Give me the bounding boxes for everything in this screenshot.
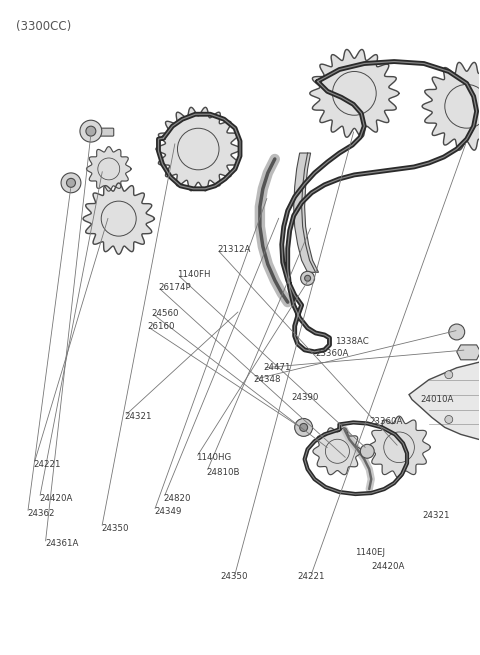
Circle shape bbox=[391, 440, 407, 455]
Circle shape bbox=[101, 201, 136, 236]
Text: 26160: 26160 bbox=[147, 322, 174, 331]
Text: 24810B: 24810B bbox=[206, 468, 240, 477]
Circle shape bbox=[384, 432, 414, 462]
Text: 24350: 24350 bbox=[220, 572, 248, 582]
Polygon shape bbox=[313, 428, 362, 475]
Text: (3300CC): (3300CC) bbox=[16, 20, 71, 33]
Circle shape bbox=[295, 419, 312, 436]
Circle shape bbox=[188, 139, 208, 159]
Circle shape bbox=[300, 423, 308, 432]
Text: 1140HG: 1140HG bbox=[196, 453, 231, 462]
Circle shape bbox=[445, 415, 453, 423]
Polygon shape bbox=[310, 50, 399, 138]
Circle shape bbox=[103, 163, 115, 175]
Text: 24350: 24350 bbox=[102, 523, 129, 533]
Text: 1140EJ: 1140EJ bbox=[355, 548, 384, 557]
Polygon shape bbox=[86, 147, 131, 191]
Circle shape bbox=[86, 126, 96, 136]
Circle shape bbox=[178, 128, 219, 170]
Polygon shape bbox=[294, 153, 319, 272]
Circle shape bbox=[305, 275, 311, 281]
Text: 24420A: 24420A bbox=[39, 494, 73, 502]
Circle shape bbox=[61, 173, 81, 193]
Circle shape bbox=[445, 371, 453, 379]
Text: 24361A: 24361A bbox=[45, 539, 79, 548]
Polygon shape bbox=[422, 62, 480, 150]
Circle shape bbox=[67, 178, 75, 187]
Text: 24471: 24471 bbox=[263, 364, 290, 373]
Text: 24390: 24390 bbox=[291, 394, 319, 402]
Text: 24348: 24348 bbox=[253, 375, 281, 384]
Text: 24321: 24321 bbox=[422, 510, 450, 519]
Circle shape bbox=[449, 324, 465, 340]
Text: 1140FH: 1140FH bbox=[177, 270, 211, 278]
Circle shape bbox=[300, 271, 314, 285]
Text: 24820: 24820 bbox=[164, 494, 191, 502]
Text: 24321: 24321 bbox=[124, 411, 152, 421]
Circle shape bbox=[456, 96, 478, 117]
Circle shape bbox=[343, 83, 365, 104]
Text: 24010A: 24010A bbox=[420, 394, 454, 403]
Text: 24560: 24560 bbox=[152, 309, 179, 318]
Polygon shape bbox=[83, 183, 155, 254]
Circle shape bbox=[110, 210, 128, 227]
Circle shape bbox=[360, 444, 374, 458]
Circle shape bbox=[445, 84, 480, 128]
Text: 23360A: 23360A bbox=[370, 417, 403, 426]
Circle shape bbox=[80, 121, 102, 142]
Text: 24420A: 24420A bbox=[371, 562, 405, 571]
Polygon shape bbox=[368, 416, 430, 479]
Polygon shape bbox=[156, 107, 240, 191]
Circle shape bbox=[333, 71, 376, 115]
FancyBboxPatch shape bbox=[90, 128, 114, 136]
Polygon shape bbox=[409, 353, 480, 441]
Circle shape bbox=[98, 158, 120, 180]
Text: 24221: 24221 bbox=[34, 460, 61, 469]
Text: 1338AC: 1338AC bbox=[336, 337, 369, 346]
Text: 26174P: 26174P bbox=[158, 282, 191, 291]
Text: 24362: 24362 bbox=[28, 508, 55, 517]
Text: 23360A: 23360A bbox=[315, 349, 349, 358]
Circle shape bbox=[325, 440, 349, 463]
Circle shape bbox=[330, 444, 344, 458]
Text: 24349: 24349 bbox=[154, 506, 181, 515]
Text: 21312A: 21312A bbox=[217, 245, 251, 254]
Text: 24221: 24221 bbox=[297, 572, 324, 581]
Polygon shape bbox=[457, 345, 480, 360]
